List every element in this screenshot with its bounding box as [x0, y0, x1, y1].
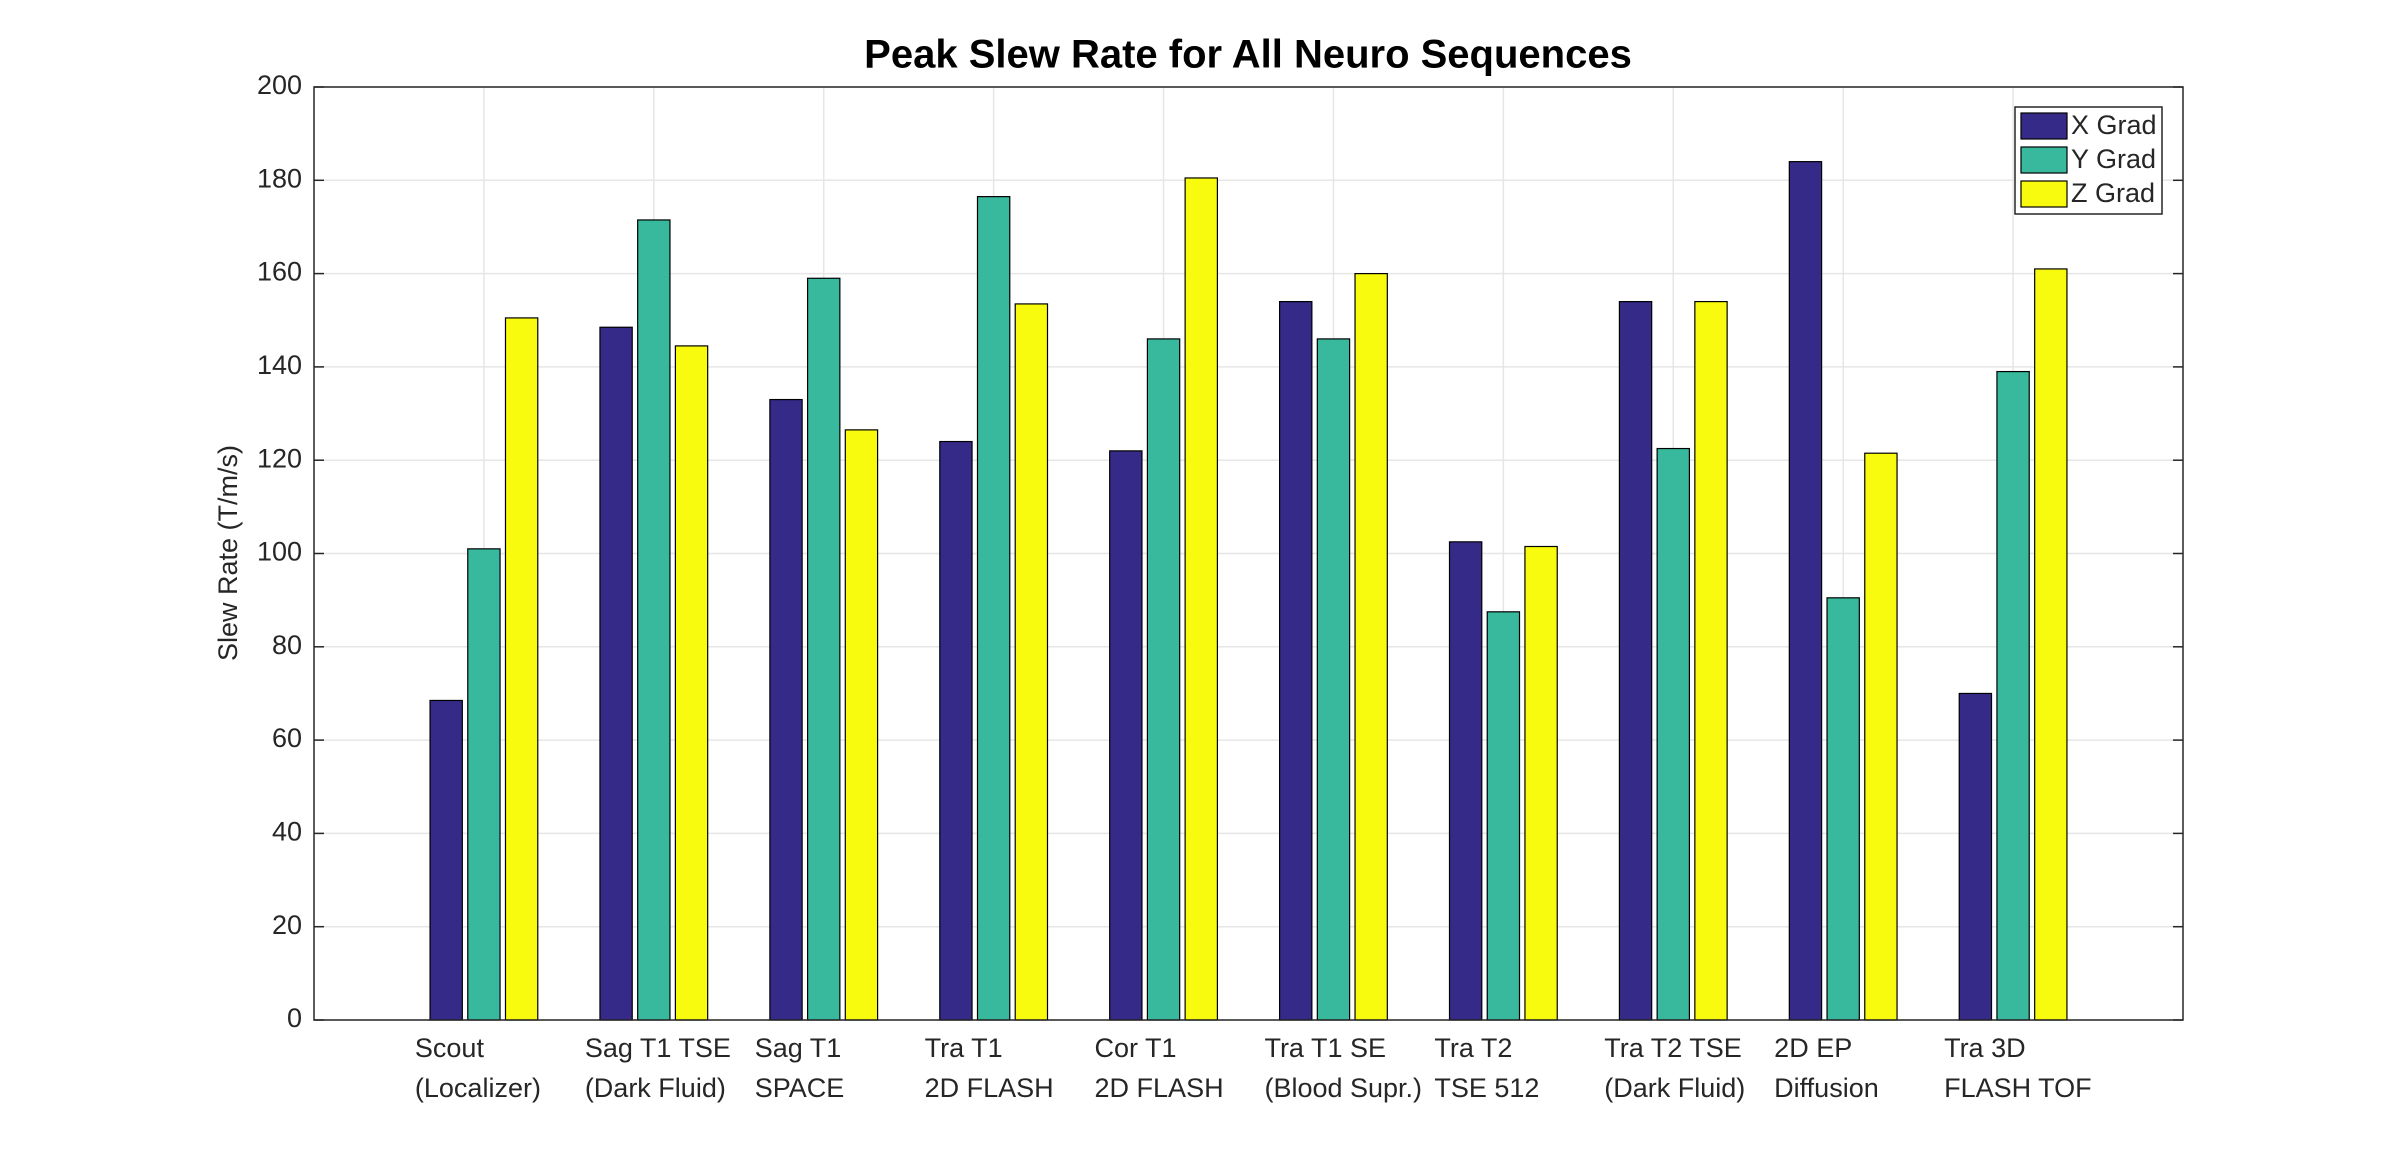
bar	[1316, 338, 1351, 1021]
y-tick-label: 100	[257, 537, 302, 567]
bar	[806, 277, 841, 1021]
y-tick-label: 80	[272, 630, 302, 660]
bar	[1656, 447, 1691, 1021]
x-tick-label: Tra T1	[925, 1033, 1003, 1063]
x-tick-label: Sag T1	[755, 1033, 842, 1063]
legend-label: X Grad	[2071, 110, 2157, 140]
y-axis-label: Slew Rate (T/m/s)	[213, 445, 243, 661]
y-tick-label: 160	[257, 257, 302, 287]
y-tick-label: 180	[257, 163, 302, 193]
x-tick-label: Diffusion	[1774, 1073, 1879, 1103]
x-tick-label: Scout	[415, 1033, 485, 1063]
bar	[599, 326, 633, 1021]
bar	[1864, 452, 1898, 1021]
bar	[504, 317, 539, 1021]
bar	[939, 440, 973, 1021]
y-tick-label: 60	[272, 723, 302, 753]
bar	[1109, 450, 1143, 1021]
bar	[1486, 611, 1521, 1021]
y-tick-label: 40	[272, 817, 302, 847]
x-tick-label: 2D EP	[1774, 1033, 1852, 1063]
x-tick-label: Tra T2	[1434, 1033, 1512, 1063]
bar	[637, 219, 671, 1021]
plot-frame	[313, 86, 2184, 1021]
legend-swatch	[2020, 112, 2068, 140]
bar	[1278, 300, 1313, 1021]
bar	[1146, 338, 1181, 1021]
bar	[1996, 370, 2030, 1021]
y-tick-label: 20	[272, 910, 302, 940]
bar	[976, 196, 1011, 1021]
x-tick-label: Tra T2 TSE	[1604, 1033, 1742, 1063]
chart-title: Peak Slew Rate for All Neuro Sequences	[864, 33, 1632, 77]
y-tick-label: 200	[257, 70, 302, 100]
bar	[1184, 177, 1219, 1021]
bar	[1524, 545, 1558, 1021]
bar	[1788, 161, 1823, 1021]
x-tick-label: SPACE	[755, 1073, 845, 1103]
legend-label: Z Grad	[2071, 178, 2155, 208]
bar	[1354, 273, 1388, 1021]
x-tick-label: (Blood Supr.)	[1264, 1073, 1422, 1103]
x-tick-label: Tra T1 SE	[1264, 1033, 1386, 1063]
bar	[2034, 268, 2068, 1021]
y-tick-label: 120	[257, 443, 302, 473]
bar	[844, 429, 879, 1021]
x-tick-label: Sag T1 TSE	[585, 1033, 731, 1063]
x-tick-label: 2D FLASH	[1095, 1073, 1224, 1103]
bar	[467, 548, 501, 1021]
x-tick-label: (Dark Fluid)	[585, 1073, 726, 1103]
legend-swatch	[2020, 146, 2068, 174]
x-tick-label: TSE 512	[1434, 1073, 1539, 1103]
bar	[429, 699, 463, 1021]
bar	[1694, 300, 1728, 1021]
bar	[1618, 300, 1653, 1021]
x-tick-label: (Dark Fluid)	[1604, 1073, 1745, 1103]
bar	[1958, 692, 1993, 1021]
x-tick-label: 2D FLASH	[925, 1073, 1054, 1103]
legend-label: Y Grad	[2071, 144, 2156, 174]
bar	[1448, 541, 1483, 1021]
x-tick-label: (Localizer)	[415, 1073, 541, 1103]
x-tick-label: Cor T1	[1095, 1033, 1177, 1063]
y-tick-label: 140	[257, 350, 302, 380]
bar	[1014, 303, 1049, 1021]
bar	[1826, 597, 1860, 1021]
legend-swatch	[2020, 180, 2068, 208]
y-tick-label: 0	[287, 1003, 302, 1033]
x-tick-label: FLASH TOF	[1944, 1073, 2092, 1103]
bar	[674, 345, 709, 1021]
bar	[769, 398, 803, 1021]
x-tick-label: Tra 3D	[1944, 1033, 2026, 1063]
